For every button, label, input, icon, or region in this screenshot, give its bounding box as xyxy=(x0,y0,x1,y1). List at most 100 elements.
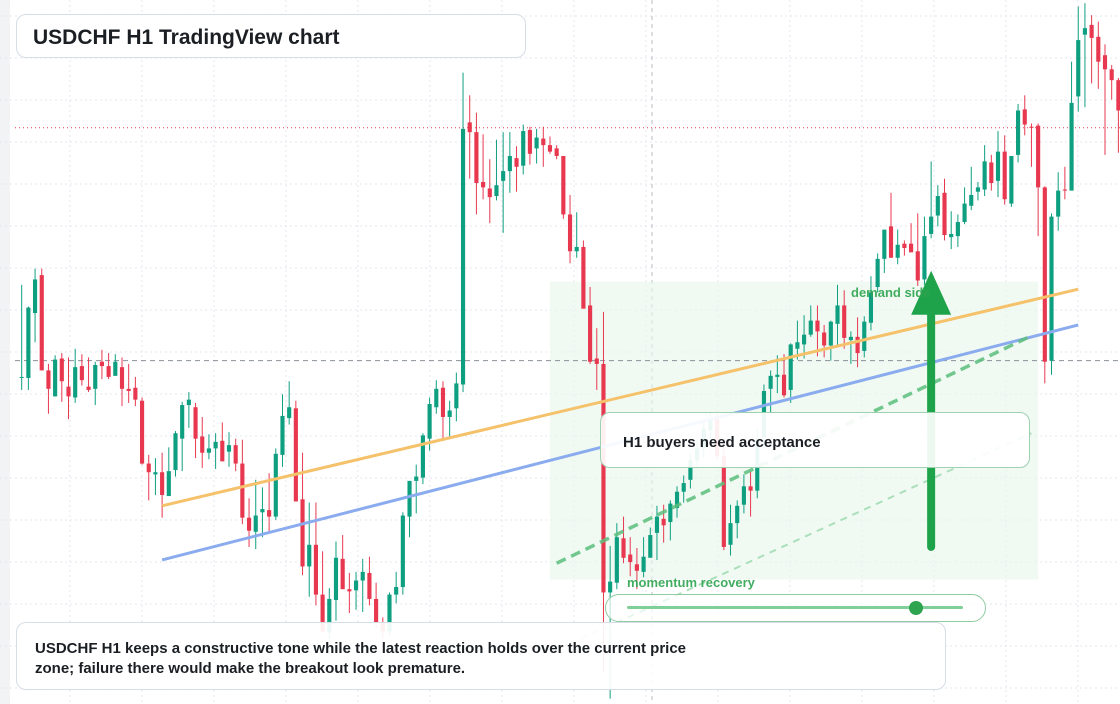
slider-track xyxy=(627,606,963,609)
candle-body xyxy=(186,399,191,406)
note-text: H1 buyers need acceptance xyxy=(623,434,821,451)
candle-body xyxy=(855,336,860,354)
candle-body xyxy=(828,321,833,346)
candle-body xyxy=(895,244,900,258)
candle-body xyxy=(1069,102,1074,191)
title-box: USDCHF H1 TradingView chart xyxy=(16,14,526,58)
candle-body xyxy=(240,463,245,518)
candle-body xyxy=(106,366,111,377)
candle-body xyxy=(922,236,927,280)
candle-body xyxy=(1015,110,1021,155)
candle-body xyxy=(133,387,138,400)
candle-body xyxy=(802,334,807,345)
caption-text: USDCHF H1 keeps a constructive tone whil… xyxy=(35,640,687,677)
candle-body xyxy=(307,544,312,567)
candle-body xyxy=(313,544,318,595)
candle-body xyxy=(681,483,686,492)
candle-body xyxy=(567,214,573,252)
candle-body xyxy=(267,510,272,517)
candle-body xyxy=(414,476,419,481)
candle-body xyxy=(66,386,71,397)
candle-body xyxy=(875,258,880,288)
candle-body xyxy=(427,403,432,439)
slider-thumb[interactable] xyxy=(908,601,923,615)
trendline-orange xyxy=(161,287,1079,508)
candle-body xyxy=(113,361,118,376)
candle-body xyxy=(534,137,539,149)
candle-body xyxy=(293,408,298,502)
candle-body xyxy=(775,374,780,377)
candle-body xyxy=(721,455,726,547)
candle-body xyxy=(32,279,38,314)
candle-body xyxy=(1102,55,1108,70)
candle-body xyxy=(815,320,820,332)
candle-body xyxy=(929,216,934,234)
candle-body xyxy=(39,275,44,371)
candle-body xyxy=(481,181,486,188)
candle-body xyxy=(146,463,151,473)
candle-body xyxy=(648,535,653,558)
candle-body xyxy=(367,572,372,599)
candle-body xyxy=(79,366,84,381)
candle-body xyxy=(93,364,98,389)
candle-body xyxy=(19,376,24,378)
candle-body xyxy=(420,435,425,478)
candle-body xyxy=(654,516,660,533)
candle-body xyxy=(962,203,967,223)
candle-body xyxy=(808,320,813,335)
candle-body xyxy=(768,375,773,389)
candle-body xyxy=(955,222,960,237)
candle-body xyxy=(173,433,178,471)
candle-body xyxy=(487,188,492,198)
candle-body xyxy=(989,162,994,184)
candle-body xyxy=(995,151,1001,181)
candle-body xyxy=(119,367,125,389)
candle-body xyxy=(353,580,359,591)
candle-body xyxy=(942,192,947,236)
candle-body xyxy=(882,229,887,259)
candle-body xyxy=(126,388,131,391)
caption-box: USDCHF H1 keeps a constructive tone whil… xyxy=(16,622,946,690)
candle-body xyxy=(467,122,472,133)
candle-body xyxy=(1056,190,1061,217)
candle-body xyxy=(287,407,292,419)
candle-body xyxy=(200,436,205,453)
candle-body xyxy=(73,367,78,398)
candle-body xyxy=(1009,155,1014,204)
candle-body xyxy=(608,581,613,593)
candle-body xyxy=(153,472,158,475)
candle-body xyxy=(628,554,633,563)
candle-body xyxy=(668,503,673,523)
candle-body xyxy=(748,486,753,491)
candle-body xyxy=(588,305,593,362)
candle-body xyxy=(728,523,733,545)
candle-body xyxy=(300,499,305,567)
candle-body xyxy=(233,445,238,464)
candle-body xyxy=(1029,126,1034,128)
candle-body xyxy=(969,194,974,206)
candle-body xyxy=(327,598,332,633)
candle-body xyxy=(574,246,579,252)
candle-body xyxy=(347,589,352,592)
candle-body xyxy=(1049,216,1054,361)
candle-body xyxy=(387,594,392,632)
candle-body xyxy=(507,155,512,172)
candle-body xyxy=(781,374,787,396)
candle-body xyxy=(226,445,232,452)
candle-body xyxy=(360,571,365,581)
candle-body xyxy=(741,486,746,505)
candle-body xyxy=(521,131,526,166)
candle-body xyxy=(862,321,867,351)
candle-body xyxy=(902,243,907,249)
up-arrow-head xyxy=(911,270,952,315)
candle-body xyxy=(1042,187,1047,362)
candle-body xyxy=(447,410,452,417)
candle-body xyxy=(1002,151,1007,200)
momentum-label: momentum recovery xyxy=(627,575,755,590)
candle-body xyxy=(1109,69,1114,81)
candle-body xyxy=(193,407,198,439)
candle-body xyxy=(982,161,987,190)
candle-body xyxy=(394,587,399,595)
momentum-slider[interactable] xyxy=(605,594,986,622)
candle-body xyxy=(1089,24,1094,38)
